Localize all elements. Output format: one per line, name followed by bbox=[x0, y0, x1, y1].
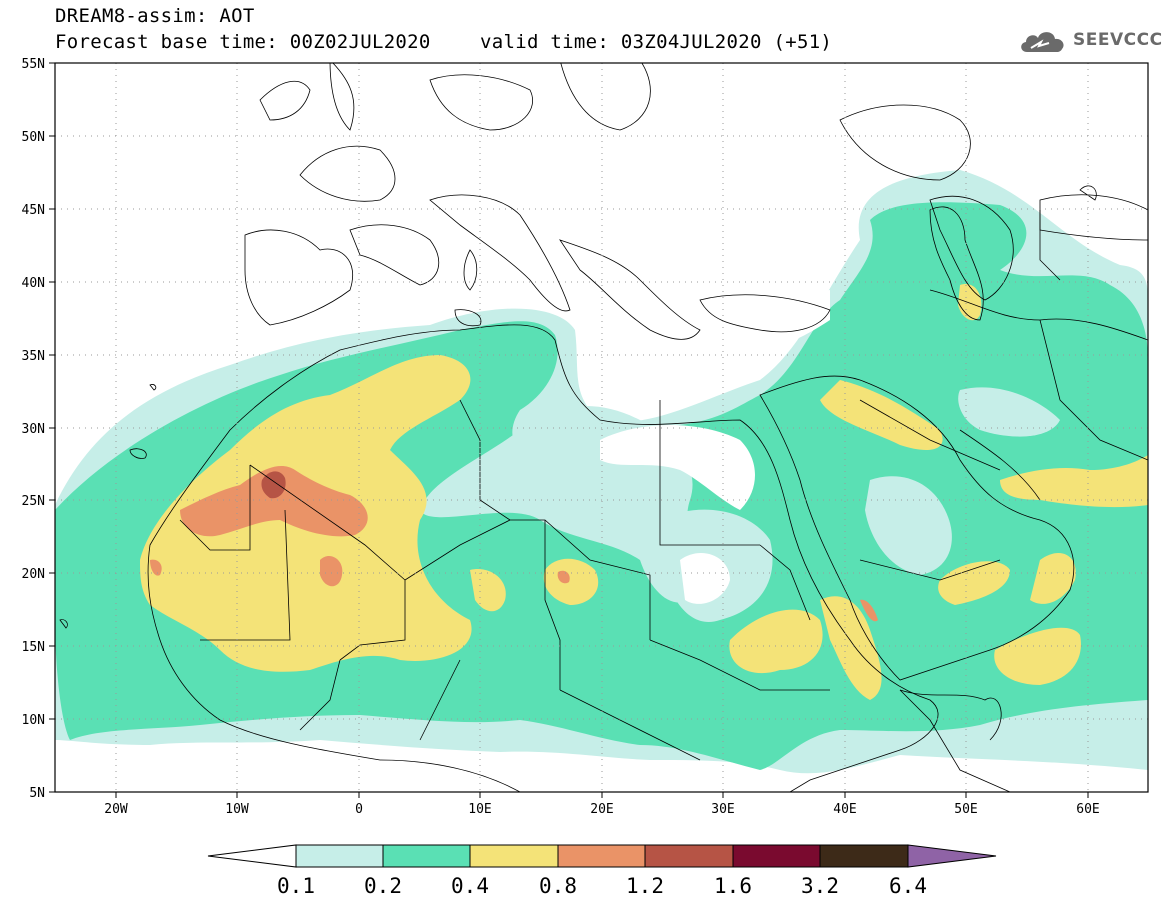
seevccc-logo: SEEVCCC bbox=[1017, 24, 1163, 56]
colorbar-label: 0.8 bbox=[539, 874, 577, 898]
colorbar-labels: 0.1 0.2 0.4 0.8 1.2 1.6 3.2 6.4 bbox=[277, 874, 927, 898]
longitude-labels: 20W 10W 0 10E 20E 30E 40E 50E 60E bbox=[104, 802, 1099, 817]
lat-label: 40N bbox=[22, 276, 45, 291]
lat-label: 35N bbox=[22, 349, 45, 364]
lat-label: 30N bbox=[22, 422, 45, 437]
colorbar-swatch bbox=[382, 844, 471, 868]
aot-orange-eritrea bbox=[860, 599, 878, 622]
logo-text: SEEVCCC bbox=[1073, 30, 1163, 50]
lat-label: 50N bbox=[22, 130, 45, 145]
valid-time: valid time: 03Z04JUL2020 (+51) bbox=[480, 31, 833, 53]
aot-hole-sudan-white bbox=[680, 552, 730, 604]
lat-label: 20N bbox=[22, 567, 45, 582]
colorbar-over-arrow bbox=[907, 844, 997, 868]
cloud-icon bbox=[1021, 32, 1064, 52]
colorbar-label: 0.2 bbox=[364, 874, 402, 898]
colorbar-label: 0.4 bbox=[451, 874, 489, 898]
aot-yellow-niger bbox=[470, 569, 506, 612]
aot-contour-1.2 bbox=[261, 471, 286, 499]
aot-hole-egypt bbox=[600, 425, 755, 510]
aot-orange-mauritania bbox=[320, 555, 343, 587]
aot-contour-0.8 bbox=[180, 465, 368, 537]
colorbar-swatch bbox=[557, 844, 646, 868]
country-borders bbox=[59, 63, 1148, 792]
lat-label: 55N bbox=[22, 57, 45, 72]
aot-yellow-oman bbox=[1030, 552, 1076, 604]
lat-label: 10N bbox=[22, 713, 45, 728]
aot-yellow-arabian-sea bbox=[994, 627, 1081, 685]
graticule bbox=[55, 63, 1148, 792]
lon-label: 10W bbox=[225, 802, 249, 817]
colorbar-swatch bbox=[469, 844, 559, 868]
lon-label: 0 bbox=[355, 802, 363, 817]
lat-label: 15N bbox=[22, 640, 45, 655]
aot-yellow-iraq bbox=[820, 380, 943, 450]
axis-ticks bbox=[49, 62, 1089, 798]
aot-yellow-chad bbox=[543, 558, 599, 605]
lon-label: 20W bbox=[104, 802, 128, 817]
latitude-labels: 55N 50N 45N 40N 35N 30N 25N 20N 15N 10N … bbox=[22, 57, 45, 801]
colorbar-swatch bbox=[295, 844, 384, 868]
aot-yellow-redsea bbox=[820, 596, 882, 700]
aot-hole-iran bbox=[958, 387, 1060, 437]
colorbar-swatch bbox=[732, 844, 821, 868]
colorbar-label: 1.2 bbox=[626, 874, 664, 898]
aot-hole-arabia bbox=[865, 476, 952, 575]
lon-label: 20E bbox=[590, 802, 613, 817]
aot-yellow-sudan bbox=[729, 609, 823, 674]
lon-label: 60E bbox=[1076, 802, 1099, 817]
aot-yellow-yemen bbox=[938, 561, 1010, 605]
lon-label: 40E bbox=[833, 802, 856, 817]
colorbar-label: 1.6 bbox=[714, 874, 752, 898]
colorbar-label: 0.1 bbox=[277, 874, 315, 898]
lon-label: 10E bbox=[468, 802, 491, 817]
aot-orange-chad bbox=[557, 570, 570, 584]
lon-label: 50E bbox=[954, 802, 977, 817]
colorbar-swatch bbox=[819, 844, 909, 868]
colorbar-label: 3.2 bbox=[801, 874, 839, 898]
colorbar-label: 6.4 bbox=[889, 874, 927, 898]
aot-orange-coast bbox=[150, 559, 162, 576]
colorbar-swatch bbox=[644, 844, 734, 868]
aot-hole-mediterranean bbox=[560, 290, 830, 360]
lon-label: 30E bbox=[711, 802, 734, 817]
forecast-base-time: Forecast base time: 00Z02JUL2020 bbox=[55, 31, 431, 53]
lat-label: 25N bbox=[22, 494, 45, 509]
colorbar bbox=[207, 844, 997, 868]
lat-label: 5N bbox=[29, 786, 45, 801]
map-title: DREAM8-assim: AOT bbox=[55, 5, 255, 27]
colorbar-under-arrow bbox=[207, 844, 297, 868]
aot-yellow-gulf bbox=[1000, 455, 1148, 508]
lat-label: 45N bbox=[22, 203, 45, 218]
